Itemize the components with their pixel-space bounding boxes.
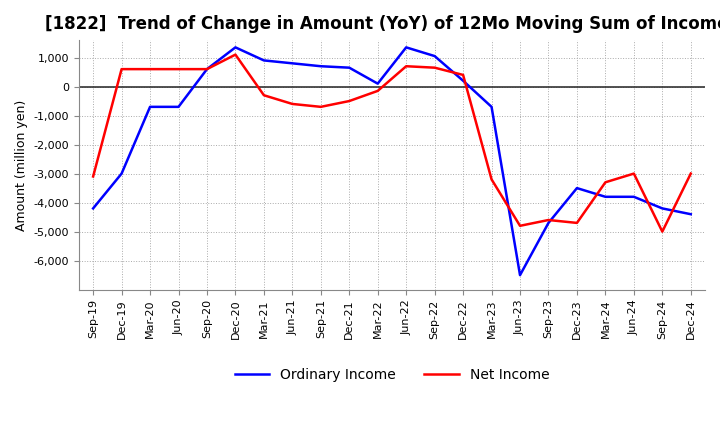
Title: [1822]  Trend of Change in Amount (YoY) of 12Mo Moving Sum of Incomes: [1822] Trend of Change in Amount (YoY) o… [45, 15, 720, 33]
Line: Net Income: Net Income [93, 55, 690, 231]
Ordinary Income [459, 78, 467, 83]
Net Income [231, 52, 240, 57]
Y-axis label: Amount (million yen): Amount (million yen) [15, 99, 28, 231]
Net Income [260, 92, 269, 98]
Ordinary Income [89, 206, 97, 211]
Ordinary Income [174, 104, 183, 110]
Legend: Ordinary Income, Net Income: Ordinary Income, Net Income [229, 363, 555, 388]
Ordinary Income [288, 61, 297, 66]
Net Income [544, 217, 553, 223]
Net Income [459, 72, 467, 77]
Ordinary Income [572, 185, 581, 191]
Net Income [487, 177, 496, 182]
Net Income [686, 171, 695, 176]
Net Income [431, 65, 439, 70]
Ordinary Income [202, 66, 211, 72]
Net Income [145, 66, 154, 72]
Ordinary Income [431, 53, 439, 59]
Ordinary Income [117, 171, 126, 176]
Net Income [516, 223, 524, 228]
Ordinary Income [345, 65, 354, 70]
Net Income [288, 101, 297, 106]
Ordinary Income [317, 64, 325, 69]
Net Income [202, 66, 211, 72]
Net Income [572, 220, 581, 226]
Ordinary Income [516, 272, 524, 278]
Ordinary Income [402, 45, 410, 50]
Net Income [658, 229, 667, 234]
Ordinary Income [231, 45, 240, 50]
Net Income [117, 66, 126, 72]
Ordinary Income [145, 104, 154, 110]
Net Income [374, 88, 382, 94]
Ordinary Income [487, 104, 496, 110]
Ordinary Income [260, 58, 269, 63]
Net Income [601, 180, 610, 185]
Net Income [89, 174, 97, 179]
Ordinary Income [544, 220, 553, 226]
Net Income [174, 66, 183, 72]
Net Income [345, 99, 354, 104]
Ordinary Income [629, 194, 638, 199]
Net Income [317, 104, 325, 110]
Net Income [402, 64, 410, 69]
Ordinary Income [686, 212, 695, 217]
Ordinary Income [374, 81, 382, 86]
Line: Ordinary Income: Ordinary Income [93, 48, 690, 275]
Ordinary Income [601, 194, 610, 199]
Net Income [629, 171, 638, 176]
Ordinary Income [658, 206, 667, 211]
